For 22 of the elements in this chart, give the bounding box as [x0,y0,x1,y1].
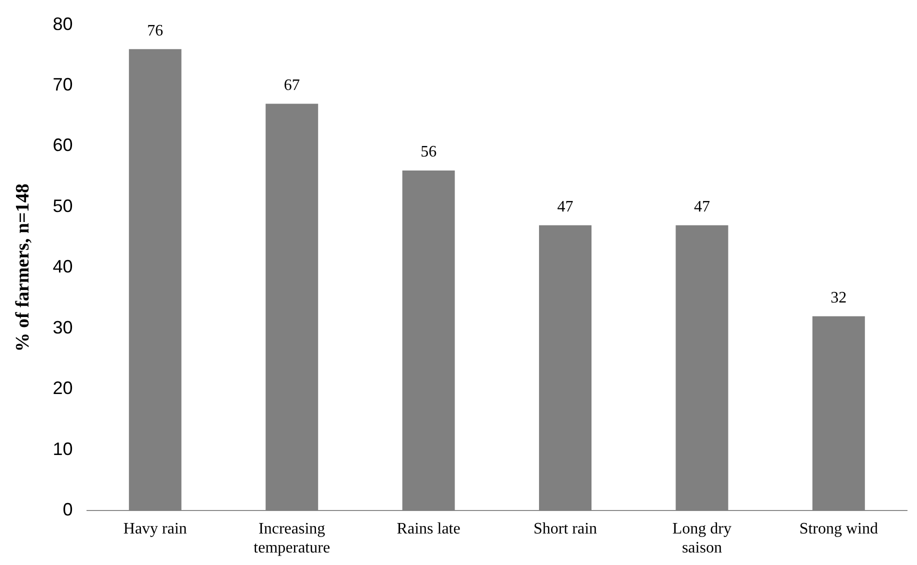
y-tick-label: 60 [52,135,73,156]
data-label: 56 [420,144,437,161]
data-label: 32 [830,289,847,306]
x-tick-label: Havy rain [123,520,187,538]
x-tick-label: Rains late [396,520,460,538]
data-label: 47 [557,198,574,216]
y-tick-label: 30 [52,317,73,338]
data-label: 47 [694,198,710,216]
y-tick-label: 50 [52,196,73,216]
data-label: 67 [284,76,300,94]
x-tick-label: Short rain [533,520,598,538]
x-tick-label: Increasing temperature [254,520,330,557]
y-axis-title: % of farmers, n=148 [12,184,34,352]
x-tick-label: Long dry saison [672,520,732,557]
data-label: 76 [147,22,164,40]
x-tick-label: Strong wind [799,520,878,538]
y-tick-label: 0 [62,500,73,520]
y-tick-label: 20 [52,378,73,398]
y-tick-label: 80 [52,14,73,34]
y-tick-label: 10 [52,438,73,459]
y-tick-label: 70 [52,74,73,94]
y-tick-label: 40 [52,256,73,277]
